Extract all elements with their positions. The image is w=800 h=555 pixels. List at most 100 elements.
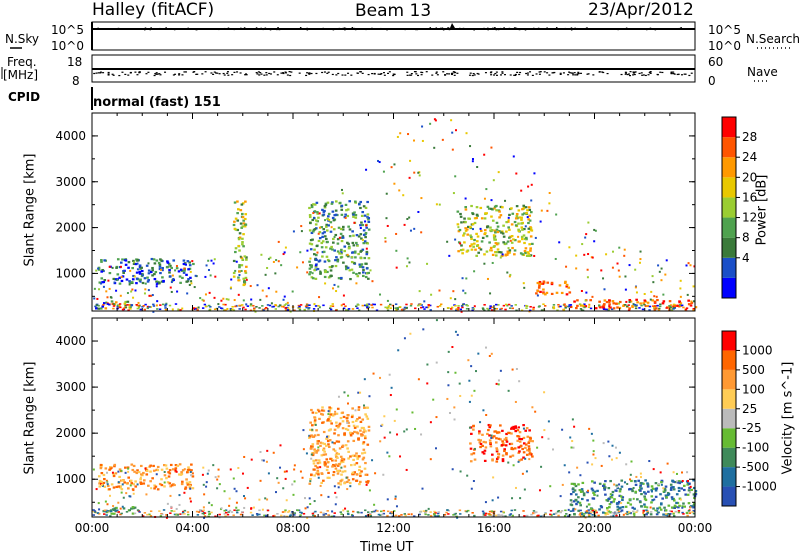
- scatter-cell: [364, 430, 367, 433]
- scatter-cell: [686, 483, 690, 486]
- scatter-cell: [677, 489, 681, 492]
- scatter-cell: [148, 294, 151, 297]
- ground-scatter-cell: [375, 309, 379, 312]
- scatter-cell: [497, 431, 501, 434]
- ground-scatter-cell: [568, 514, 572, 516]
- ground-scatter-cell: [284, 307, 287, 309]
- nave-point: [468, 74, 471, 76]
- scatter-cell: [339, 227, 343, 231]
- scatter-cell: [639, 484, 642, 487]
- scatter-cell: [316, 267, 320, 271]
- ground-scatter-cell: [137, 510, 141, 512]
- scatter-cell: [495, 204, 498, 208]
- ground-scatter-cell: [459, 513, 462, 515]
- scatter-cell: [132, 259, 135, 263]
- scatter-cell: [153, 277, 157, 281]
- scatter-cell: [676, 480, 679, 483]
- scatter-cell: [420, 197, 423, 200]
- scatter-cell: [476, 240, 479, 243]
- scatter-cell: [133, 470, 136, 473]
- ground-scatter-cell: [299, 304, 303, 306]
- scatter-cell: [533, 172, 536, 175]
- nave-point: [628, 73, 631, 75]
- nave-point: [642, 74, 645, 76]
- scatter-cell: [522, 427, 525, 430]
- scatter-cell: [501, 254, 504, 257]
- scatter-cell: [337, 486, 340, 489]
- scatter-cell: [352, 213, 355, 216]
- scatter-cell: [658, 506, 662, 509]
- scatter-cell: [264, 497, 267, 500]
- scatter-cell: [593, 240, 596, 243]
- scatter-cell: [106, 296, 109, 299]
- scatter-cell: [168, 268, 171, 272]
- scatter-cell: [311, 435, 315, 438]
- scatter-cell: [609, 493, 612, 496]
- scatter-cell: [568, 291, 572, 294]
- ground-scatter-cell: [149, 514, 153, 517]
- scatter-cell: [308, 229, 312, 232]
- scatter-cell: [158, 482, 162, 486]
- scatter-cell: [266, 266, 269, 269]
- scatter-cell: [426, 382, 429, 385]
- nsky-point: [342, 27, 345, 30]
- nave-point: [431, 74, 434, 76]
- scatter-cell: [353, 221, 356, 224]
- scatter-cell: [216, 487, 219, 490]
- scatter-cell: [379, 376, 382, 379]
- scatter-cell: [507, 247, 510, 250]
- scatter-cell: [496, 225, 500, 228]
- scatter-cell: [322, 453, 326, 456]
- scatter-cell: [463, 241, 466, 244]
- scatter-cell: [341, 236, 345, 239]
- nave-point: [446, 73, 449, 75]
- scatter-cell: [634, 483, 638, 486]
- nsky-point: [338, 27, 341, 30]
- nave-point: [503, 74, 506, 76]
- ground-scatter-cell: [646, 510, 649, 512]
- ground-scatter-cell: [386, 307, 389, 310]
- scatter-cell: [193, 286, 196, 289]
- scatter-cell: [102, 302, 106, 305]
- ground-scatter-cell: [681, 511, 684, 514]
- scatter-cell: [167, 475, 171, 478]
- nave-point: [526, 72, 529, 74]
- ground-scatter-cell: [258, 509, 261, 512]
- scatter-cell: [322, 228, 326, 231]
- y-tick-label: 2000: [55, 426, 86, 440]
- scatter-cell: [497, 209, 501, 212]
- ground-scatter-cell: [549, 509, 553, 512]
- ground-scatter-cell: [544, 513, 547, 515]
- nave-point: [388, 71, 391, 73]
- scatter-cell: [156, 468, 160, 472]
- ground-scatter-cell: [569, 510, 573, 512]
- ground-scatter-cell: [303, 308, 306, 311]
- scatter-cell: [361, 442, 365, 445]
- scatter-cell: [304, 507, 307, 510]
- scatter-cell: [340, 188, 343, 191]
- scatter-cell: [311, 277, 315, 280]
- ground-scatter-cell: [365, 304, 368, 307]
- nave-point: [379, 73, 382, 75]
- scatter-cell: [637, 479, 640, 482]
- scatter-cell: [394, 497, 397, 500]
- ground-scatter-cell: [483, 309, 486, 312]
- scatter-cell: [502, 241, 505, 244]
- nsky-point: [497, 27, 499, 30]
- scatter-cell: [101, 305, 105, 308]
- scatter-cell: [185, 273, 188, 276]
- ground-scatter-cell: [557, 510, 561, 512]
- ground-scatter-cell: [588, 510, 591, 513]
- scatter-cell: [347, 255, 350, 258]
- ground-scatter-cell: [201, 510, 204, 512]
- scatter-cell: [520, 218, 523, 221]
- scatter-cell: [520, 222, 523, 225]
- scatter-cell: [527, 221, 530, 225]
- nsky-point: [524, 28, 527, 31]
- scatter-cell: [677, 486, 681, 490]
- scatter-cell: [187, 466, 190, 469]
- nave-point: [641, 74, 644, 76]
- scatter-cell: [363, 378, 366, 381]
- ground-scatter-cell: [523, 515, 526, 517]
- colorbar-tick-label: 12: [742, 211, 757, 225]
